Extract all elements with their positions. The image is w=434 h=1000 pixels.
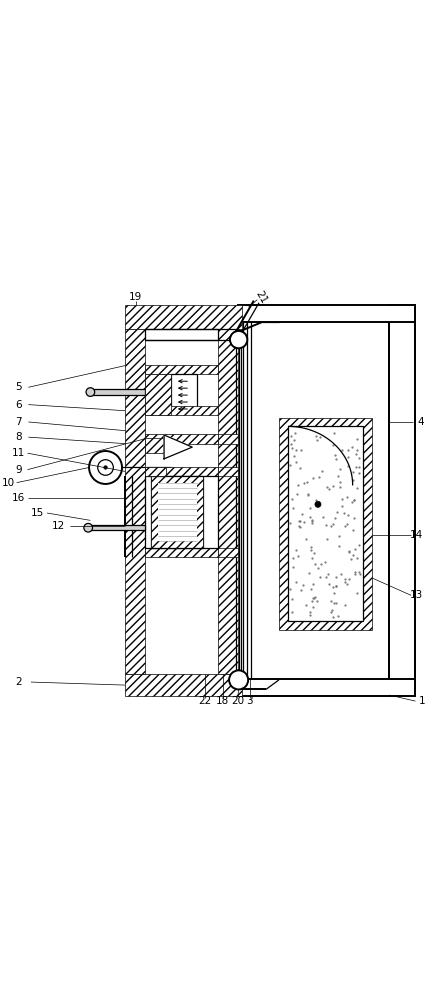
Bar bbox=[144, 434, 218, 444]
Bar bbox=[144, 467, 166, 476]
Circle shape bbox=[229, 670, 247, 689]
Text: 5: 5 bbox=[16, 382, 22, 392]
Bar bbox=[125, 674, 242, 696]
Circle shape bbox=[84, 523, 92, 532]
Text: 14: 14 bbox=[409, 530, 422, 540]
Text: 19: 19 bbox=[129, 292, 142, 302]
Text: 21: 21 bbox=[253, 289, 268, 305]
Bar bbox=[151, 476, 203, 548]
Bar bbox=[125, 329, 144, 674]
Text: 9: 9 bbox=[16, 465, 22, 475]
Circle shape bbox=[104, 466, 107, 469]
Bar bbox=[157, 483, 196, 541]
Text: 22: 22 bbox=[198, 696, 211, 706]
Bar bbox=[86, 525, 144, 530]
Circle shape bbox=[230, 331, 247, 348]
Bar bbox=[170, 374, 196, 413]
Text: 2: 2 bbox=[16, 677, 22, 687]
Text: 8: 8 bbox=[16, 432, 22, 442]
Circle shape bbox=[86, 388, 95, 396]
Bar bbox=[144, 329, 218, 340]
Text: 18: 18 bbox=[215, 696, 229, 706]
Circle shape bbox=[314, 501, 320, 507]
Bar bbox=[88, 389, 144, 395]
Text: 10: 10 bbox=[1, 478, 14, 488]
Text: 11: 11 bbox=[12, 448, 26, 458]
Text: 15: 15 bbox=[31, 508, 44, 518]
Bar bbox=[237, 679, 414, 696]
Text: 16: 16 bbox=[12, 493, 26, 503]
Text: 13: 13 bbox=[409, 590, 422, 600]
Bar bbox=[144, 329, 218, 674]
Circle shape bbox=[98, 460, 113, 475]
Bar bbox=[144, 406, 218, 415]
Circle shape bbox=[89, 451, 122, 484]
Bar bbox=[218, 329, 237, 674]
Bar bbox=[151, 476, 203, 548]
Text: 7: 7 bbox=[16, 417, 22, 427]
Bar bbox=[237, 305, 414, 322]
Text: 4: 4 bbox=[417, 417, 424, 427]
Text: 3: 3 bbox=[246, 696, 253, 706]
Bar bbox=[144, 438, 166, 453]
Bar bbox=[218, 548, 237, 557]
Bar bbox=[278, 418, 372, 630]
Bar bbox=[218, 434, 237, 444]
Bar bbox=[287, 426, 363, 621]
Bar bbox=[170, 374, 196, 413]
Text: 20: 20 bbox=[230, 696, 244, 706]
Text: 1: 1 bbox=[418, 696, 424, 706]
Bar bbox=[218, 467, 237, 476]
Bar bbox=[125, 305, 242, 329]
Bar bbox=[144, 467, 218, 476]
Bar bbox=[144, 365, 218, 374]
Polygon shape bbox=[164, 435, 192, 459]
Bar bbox=[144, 548, 218, 557]
Bar bbox=[144, 476, 218, 548]
Bar bbox=[112, 465, 118, 470]
Bar bbox=[388, 305, 414, 695]
Text: 6: 6 bbox=[16, 400, 22, 410]
Bar bbox=[144, 374, 170, 415]
Text: 12: 12 bbox=[52, 521, 65, 531]
